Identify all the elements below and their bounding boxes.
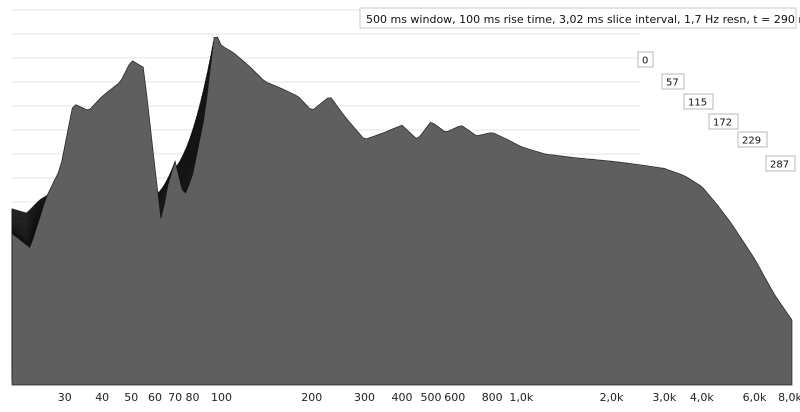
x-tick-label: 30 — [58, 391, 72, 404]
time-tick-box — [708, 113, 739, 130]
x-tick-label: 50 — [124, 391, 138, 404]
time-tick-label: 0 — [642, 56, 648, 67]
decay-slice — [11, 36, 793, 386]
time-axis-labels: 0 57 115 172 229 287 — [637, 51, 796, 172]
time-tick-label: 287 — [770, 160, 789, 171]
x-tick-label: 70 — [168, 391, 182, 404]
x-tick-label: 2,0k — [600, 391, 624, 404]
x-tick-label: 400 — [392, 391, 413, 404]
time-tick-label: 57 — [666, 78, 679, 89]
x-tick-label: 1,0k — [509, 391, 533, 404]
time-tick-box — [737, 131, 768, 148]
x-tick-label: 8,0k — [778, 391, 800, 404]
x-tick-label: 100 — [211, 391, 232, 404]
time-tick-label: 229 — [742, 136, 761, 147]
x-tick-label: 800 — [482, 391, 503, 404]
x-tick-label: 60 — [148, 391, 162, 404]
x-tick-label: 40 — [95, 391, 109, 404]
chart-title: 500 ms window, 100 ms rise time, 3,02 ms… — [366, 13, 800, 26]
time-tick-box — [683, 93, 714, 110]
info-banner: 500 ms window, 100 ms rise time, 3,02 ms… — [359, 7, 800, 29]
x-axis-ticks: 30 40 50 60 70 80 100 200 300 400 500 600 800 1,0k 2,0… — [58, 391, 800, 404]
time-tick-box — [637, 51, 654, 68]
x-tick-label: 3,0k — [652, 391, 676, 404]
x-tick-label: 600 — [444, 391, 465, 404]
x-tick-label: 500 — [421, 391, 442, 404]
time-tick-label: 172 — [713, 118, 732, 129]
time-tick-box — [765, 155, 796, 172]
time-tick-label: 115 — [688, 98, 707, 109]
x-tick-label: 300 — [354, 391, 375, 404]
time-tick-box — [661, 73, 685, 90]
x-tick-label: 80 — [186, 391, 200, 404]
x-tick-label: 200 — [301, 391, 322, 404]
x-tick-label: 6,0k — [743, 391, 767, 404]
x-tick-label: 4,0k — [690, 391, 714, 404]
decay-slices — [11, 36, 793, 386]
